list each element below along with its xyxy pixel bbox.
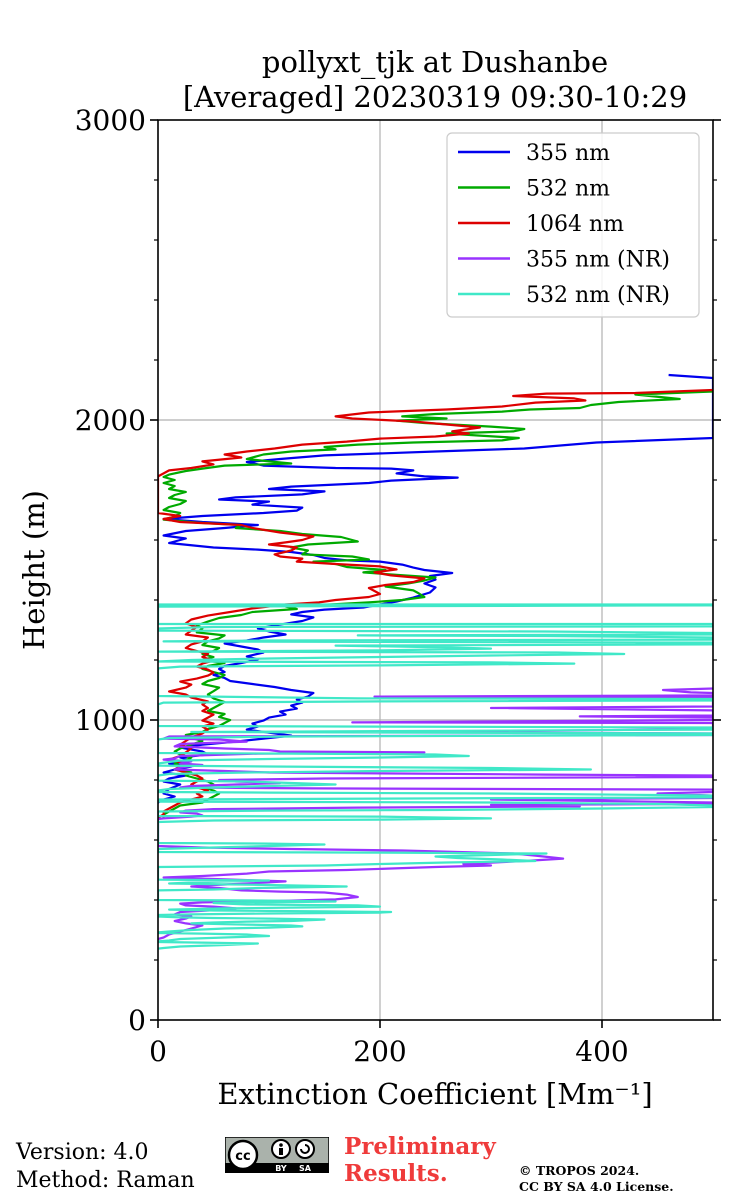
x-tick-label: 0 bbox=[149, 1035, 167, 1068]
version-text: Version: 4.0 bbox=[16, 1140, 149, 1165]
legend-label: 355 nm bbox=[526, 141, 610, 166]
axis-ticks: 0 200 400 0 1000 2000 3000 bbox=[75, 104, 721, 1068]
series-line bbox=[158, 388, 713, 819]
legend-label: 532 nm bbox=[526, 177, 610, 202]
y-tick-label: 3000 bbox=[75, 104, 146, 137]
x-axis-label: Extinction Coefficient [Mm⁻¹] bbox=[217, 1077, 652, 1111]
chart-title-line-2: [Averaged] 20230319 09:30-10:29 bbox=[183, 80, 687, 114]
cc-by-sa-icon: cc BY SA bbox=[225, 1137, 329, 1173]
preliminary-results-text: Preliminary Results. bbox=[344, 1133, 496, 1187]
y-tick-label: 1000 bbox=[75, 704, 146, 737]
legend-label: 532 nm (NR) bbox=[526, 283, 670, 308]
series-line bbox=[158, 373, 713, 804]
series-line bbox=[158, 603, 713, 950]
series-lines bbox=[158, 373, 713, 950]
x-tick-label: 200 bbox=[353, 1035, 406, 1068]
sa-label: SA bbox=[299, 1164, 312, 1173]
cc-logo-icon bbox=[227, 1139, 259, 1171]
method-text: Method: Raman bbox=[16, 1168, 195, 1193]
plot-frame bbox=[157, 119, 714, 1021]
y-axis-label: Height (m) bbox=[17, 490, 51, 650]
y-tick-label: 2000 bbox=[75, 404, 146, 437]
copyright-text: © TROPOS 2024. CC BY SA 4.0 License. bbox=[519, 1163, 674, 1195]
copyright-line-2: CC BY SA 4.0 License. bbox=[519, 1179, 674, 1194]
copyright-line-1: © TROPOS 2024. bbox=[519, 1163, 640, 1178]
legend-box bbox=[446, 132, 700, 318]
x-tick-label: 400 bbox=[575, 1035, 628, 1068]
by-label: BY bbox=[275, 1164, 287, 1173]
legend-label: 1064 nm bbox=[526, 212, 624, 237]
legend: 355 nm 532 nm 1064 nm 355 nm (NR) 532 nm (NR… bbox=[446, 132, 700, 318]
chart-title-line-1: pollyxt_tjk at Dushanbe bbox=[262, 45, 608, 80]
y-tick-label: 0 bbox=[128, 1004, 146, 1037]
legend-label: 355 nm (NR) bbox=[526, 248, 670, 273]
chart-title: pollyxt_tjk at Dushanbe [Averaged] 20230… bbox=[183, 45, 687, 114]
sa-share-alike-icon bbox=[295, 1139, 315, 1159]
cc-logo-text: cc bbox=[235, 1149, 250, 1164]
